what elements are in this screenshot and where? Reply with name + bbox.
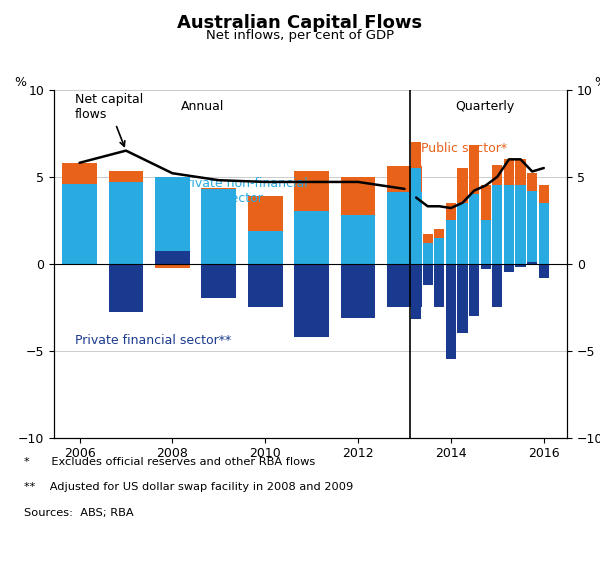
Bar (202, 264, 236, 298)
Text: **    Adjusted for US dollar swap facility in 2008 and 2009: ** Adjusted for US dollar swap facility … (24, 482, 353, 493)
Bar (492, 185, 502, 264)
Bar (446, 220, 456, 264)
Bar (109, 182, 143, 264)
Bar (155, 251, 190, 264)
Bar (411, 168, 421, 264)
Text: Net capital
flows: Net capital flows (75, 93, 143, 146)
Bar (248, 264, 283, 307)
Bar (422, 243, 433, 264)
Bar (294, 211, 329, 264)
Text: Australian Capital Flows: Australian Capital Flows (178, 14, 422, 32)
Bar (202, 188, 236, 189)
Bar (341, 177, 376, 215)
Bar (515, 264, 526, 267)
Bar (481, 185, 491, 220)
Bar (434, 229, 445, 238)
Bar (62, 163, 97, 183)
Bar (504, 264, 514, 273)
Bar (446, 203, 456, 220)
Bar (469, 264, 479, 316)
Text: *      Excludes official reserves and other RBA flows: * Excludes official reserves and other R… (24, 457, 315, 467)
Bar (457, 264, 467, 333)
Bar (492, 264, 502, 307)
Bar (434, 264, 445, 307)
Bar (202, 189, 236, 264)
Bar (341, 215, 376, 264)
Text: Public sector*: Public sector* (421, 142, 508, 155)
Bar (469, 145, 479, 194)
Text: Net inflows, per cent of GDP: Net inflows, per cent of GDP (206, 29, 394, 42)
Bar (109, 264, 143, 312)
Bar (387, 192, 422, 264)
Bar (481, 220, 491, 264)
Bar (422, 264, 433, 284)
Bar (527, 173, 537, 191)
Bar (341, 264, 376, 318)
Bar (539, 185, 549, 203)
Text: Quarterly: Quarterly (455, 100, 515, 113)
Text: Sources:  ABS; RBA: Sources: ABS; RBA (24, 508, 134, 518)
Bar (248, 196, 283, 231)
Text: %: % (595, 76, 600, 89)
Bar (446, 264, 456, 360)
Bar (504, 159, 514, 185)
Bar (539, 264, 549, 278)
Bar (515, 185, 526, 264)
Bar (294, 172, 329, 211)
Bar (294, 264, 329, 337)
Text: %: % (14, 76, 26, 89)
Bar (539, 203, 549, 264)
Bar (422, 234, 433, 243)
Bar (411, 264, 421, 319)
Bar (504, 185, 514, 264)
Bar (527, 262, 537, 264)
Bar (469, 194, 479, 264)
Bar (62, 183, 97, 264)
Bar (481, 264, 491, 269)
Bar (527, 191, 537, 264)
Bar (155, 177, 190, 264)
Bar (387, 264, 422, 307)
Bar (155, 264, 190, 268)
Bar (248, 231, 283, 264)
Text: Private financial sector**: Private financial sector** (74, 334, 231, 347)
Text: Private non-financial
sector: Private non-financial sector (179, 177, 308, 205)
Bar (492, 164, 502, 185)
Bar (457, 168, 467, 203)
Bar (411, 142, 421, 168)
Bar (457, 203, 467, 264)
Bar (387, 166, 422, 192)
Bar (109, 172, 143, 182)
Bar (434, 238, 445, 264)
Bar (515, 159, 526, 185)
Text: Annual: Annual (181, 100, 224, 113)
